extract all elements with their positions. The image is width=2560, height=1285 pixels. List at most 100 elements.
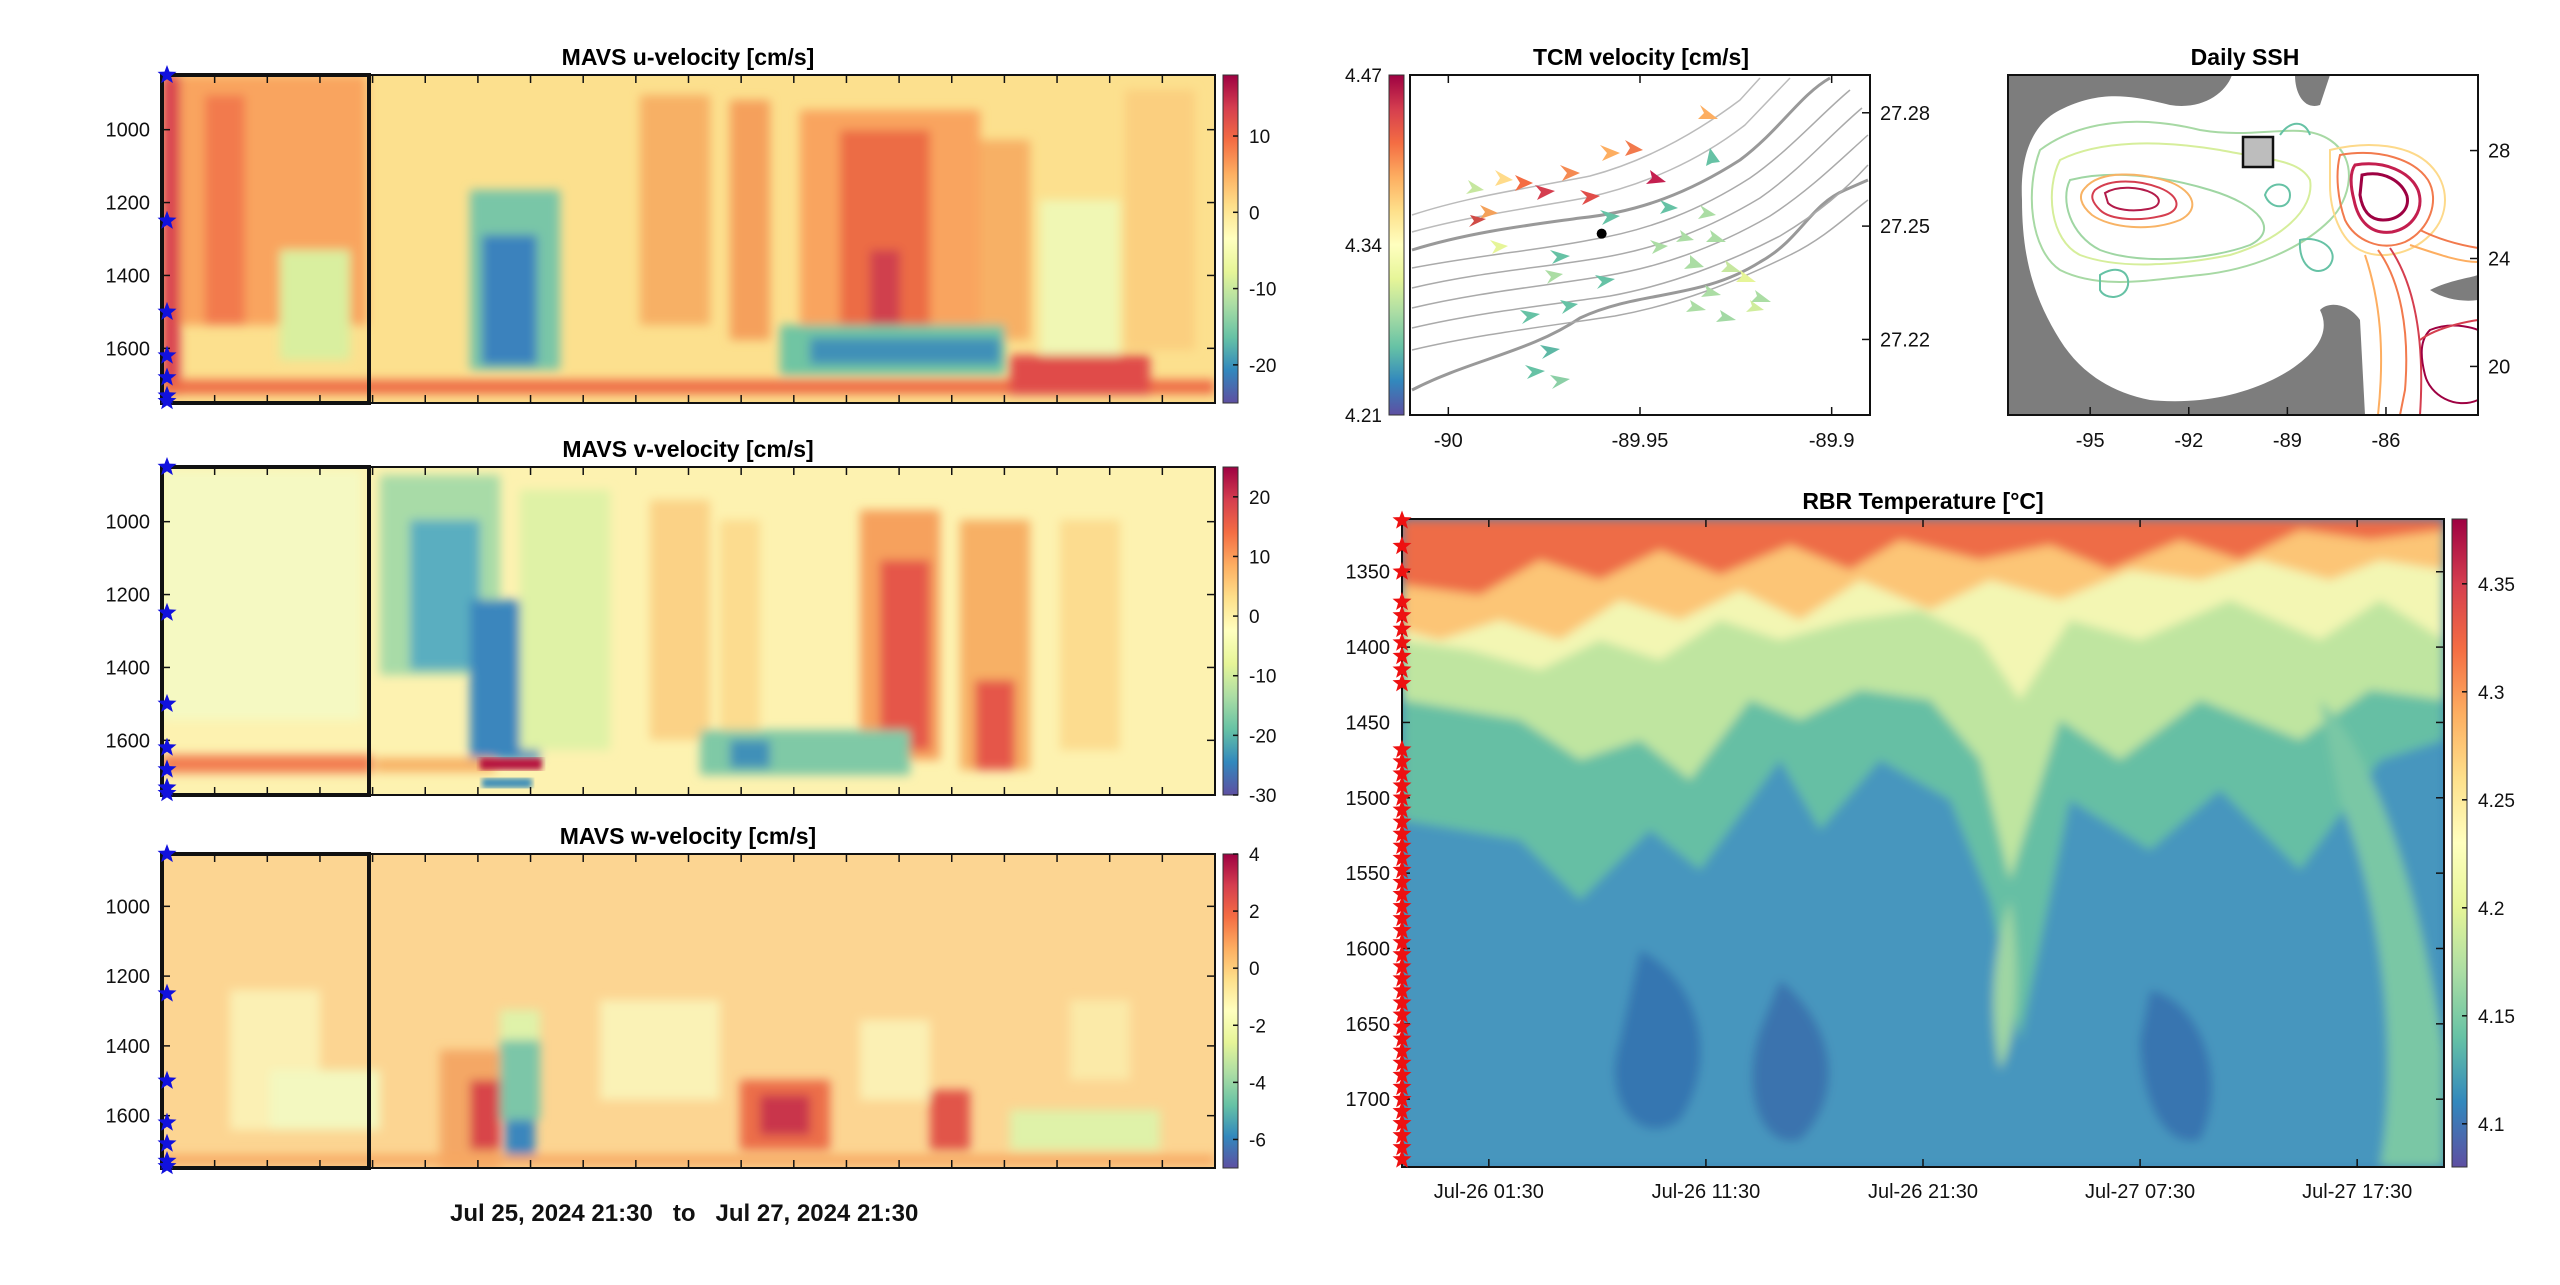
v-y-axis: 1000 1200 1400 1600 (106, 512, 1215, 752)
y-tick-label: 1600 (106, 730, 151, 752)
y-tick-label: 1400 (106, 1036, 151, 1058)
w-instrument-markers (157, 844, 177, 1175)
colorbar-tick-label: 20 (1249, 488, 1270, 509)
instrument-star (157, 1112, 177, 1131)
y-tick-label: 20 (2488, 356, 2510, 378)
x-tick-label: -92 (2174, 430, 2203, 452)
v-instrument-markers (157, 457, 177, 802)
y-tick-label: 1700 (1346, 1089, 1391, 1111)
x-tick-label: -89.9 (1809, 430, 1855, 452)
w-y-axis: 1000 1200 1400 1600 (106, 896, 1215, 1128)
y-tick-label: 1650 (1346, 1014, 1391, 1036)
u-highlight-window (160, 73, 371, 405)
instrument-star (157, 1156, 177, 1175)
w-x-ticks (213, 854, 1164, 1168)
x-tick-label: Jul-26 21:30 (1868, 1181, 1978, 1203)
sensor-star (1392, 1065, 1412, 1084)
y-tick-label: 1000 (106, 512, 151, 534)
colorbar-tick-label: 4.34 (1345, 236, 1382, 257)
sensor-star (1392, 659, 1412, 678)
rbr-x-axis: Jul-26 01:30 Jul-26 11:30 Jul-26 21:30 Jul-… (1434, 519, 2412, 1203)
colorbar-tick-label: 4 (1249, 845, 1260, 866)
y-tick-label: 1200 (106, 966, 151, 988)
x-tick-label: Jul-27 17:30 (2302, 1181, 2412, 1203)
colorbar-tick-label: 10 (1249, 547, 1270, 568)
x-tick-label: -89.95 (1612, 430, 1669, 452)
sensor-star (1392, 908, 1412, 927)
sensor-star (1392, 673, 1412, 692)
colorbar-tick-label: 4.2 (2478, 899, 2504, 920)
y-tick-label: 27.25 (1880, 216, 1930, 238)
tcm-y-axis: 27.28 27.25 27.22 (1862, 103, 1930, 351)
instrument-star (157, 391, 177, 410)
colorbar-tick-label: 4.1 (2478, 1115, 2504, 1136)
instrument-star (157, 367, 177, 386)
u-velocity-heatmap (162, 75, 1215, 403)
sensor-star (1392, 860, 1412, 879)
time-range-start: Jul 25, 2024 21:30 (450, 1200, 653, 1227)
y-tick-label: 1400 (1346, 637, 1391, 659)
v-velocity-title: MAVS v-velocity [cm/s] (562, 436, 813, 462)
x-tick-label: -95 (2076, 430, 2105, 452)
sensor-star (1392, 619, 1412, 638)
ssh-y-axis: 28 24 20 (2470, 141, 2510, 378)
sensor-star (1392, 1053, 1412, 1072)
v-x-ticks (213, 467, 1164, 795)
colorbar-tick-label: 0 (1249, 607, 1260, 628)
instrument-star (157, 345, 177, 364)
v-colorbar (1222, 466, 1239, 796)
mooring-site-marker (1596, 228, 1607, 239)
w-velocity-heatmap (162, 854, 1215, 1168)
tcm-colorbar (1388, 74, 1405, 416)
sensor-star (1392, 811, 1412, 830)
y-tick-label: 1500 (1346, 788, 1391, 810)
w-colorbar (1222, 853, 1239, 1169)
w-colorbar-ticks: 4 2 0 -2 -4 -6 (1233, 845, 1266, 1151)
sensor-star (1392, 944, 1412, 963)
sensor-star (1392, 605, 1412, 624)
sensor-star (1392, 968, 1412, 987)
sensor-star (1392, 872, 1412, 891)
u-x-ticks (213, 75, 1164, 403)
y-tick-label: 1400 (106, 657, 151, 679)
instrument-star (157, 1133, 177, 1152)
u-velocity-title: MAVS u-velocity [cm/s] (562, 44, 815, 70)
colorbar-tick-label: 0 (1249, 959, 1260, 980)
sensor-star (1392, 591, 1412, 610)
sensor-star (1392, 1041, 1412, 1060)
colorbar-tick-label: 10 (1249, 127, 1270, 148)
y-tick-label: 1600 (1346, 938, 1391, 960)
v-velocity-heatmap (162, 467, 1215, 795)
sensor-star (1392, 884, 1412, 903)
rbr-sensor-markers (1392, 510, 1412, 1168)
u-colorbar (1222, 74, 1239, 404)
colorbar-tick-label: -4 (1249, 1073, 1266, 1094)
sensor-star (1392, 932, 1412, 951)
sensor-star (1392, 787, 1412, 806)
rbr-temperature-panel: RBR Temperature [°C] 1350 1400 1450 1500 155… (1346, 488, 2515, 1203)
colorbar-tick-label: -6 (1249, 1130, 1266, 1151)
colorbar-tick-label: -30 (1249, 786, 1276, 807)
sensor-star (1392, 775, 1412, 794)
u-y-axis: 1000 1200 1400 1600 (106, 120, 1215, 360)
sensor-star (1392, 536, 1412, 555)
y-tick-label: 1600 (106, 338, 151, 360)
y-tick-label: 27.28 (1880, 103, 1930, 125)
y-tick-label: 1400 (106, 265, 151, 287)
colorbar-tick-label: 4.35 (2478, 575, 2515, 596)
y-tick-label: 1200 (106, 193, 151, 215)
instrument-star (157, 65, 177, 84)
rbr-colorbar (2451, 518, 2468, 1168)
sensor-star (1392, 646, 1412, 665)
daily-ssh-panel: Daily SSH (2007, 44, 2510, 452)
colorbar-tick-label: 4.25 (2478, 791, 2515, 812)
sensor-star (1392, 1016, 1412, 1035)
sensor-star (1392, 510, 1412, 529)
sensor-star (1392, 1028, 1412, 1047)
x-tick-label: Jul-26 11:30 (1652, 1181, 1761, 1203)
ssh-contours (2030, 120, 2479, 416)
x-tick-label: Jul-27 07:30 (2085, 1181, 2195, 1203)
sensor-star (1392, 1077, 1412, 1096)
instrument-star (157, 737, 177, 756)
